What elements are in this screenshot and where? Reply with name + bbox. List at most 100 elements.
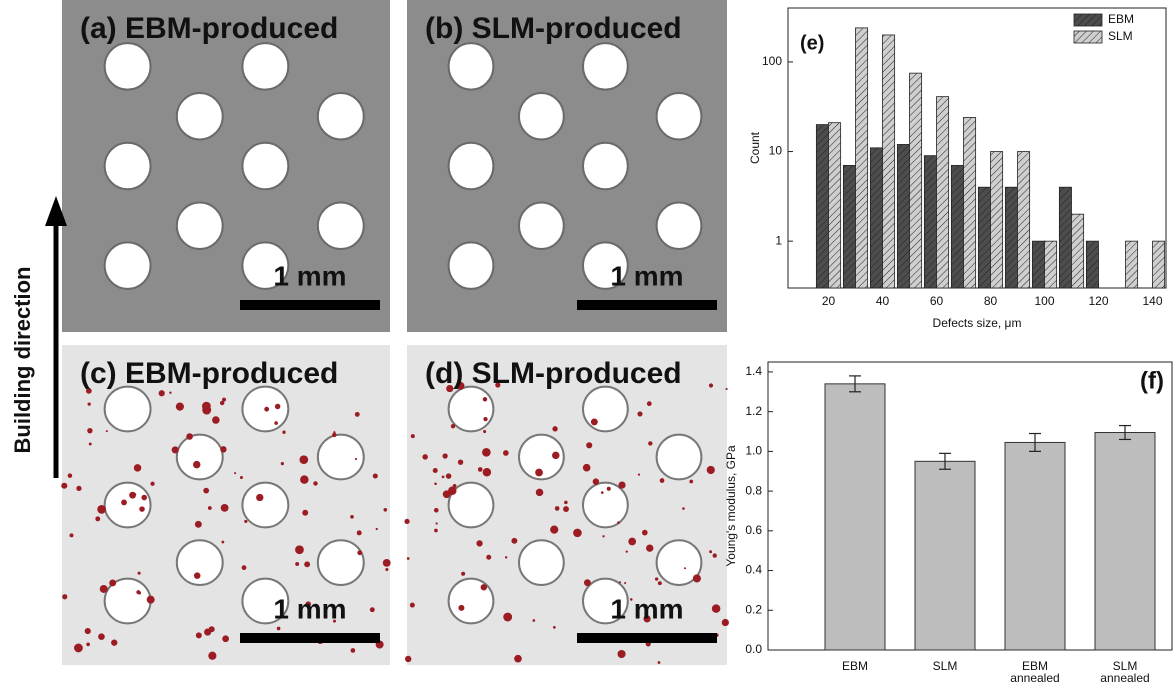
lattice-hole	[105, 43, 151, 89]
bar	[937, 97, 949, 288]
lattice-hole	[105, 242, 151, 288]
pore	[573, 529, 582, 538]
pore	[434, 482, 437, 485]
y-tick-label: 1.0	[745, 444, 762, 458]
pore	[111, 640, 117, 646]
lattice-hole	[583, 143, 628, 189]
pore	[355, 412, 360, 417]
scale-label: 1 mm	[610, 593, 683, 624]
lattice-hole	[449, 387, 494, 432]
figure-svg: (a) EBM-produced1 mm(b) SLM-produced1 mm…	[0, 0, 1176, 694]
pore	[647, 401, 652, 406]
bar	[870, 148, 882, 288]
pore	[300, 475, 309, 484]
bar	[829, 123, 841, 288]
y-tick-label: 0.8	[745, 483, 762, 497]
pore	[434, 529, 438, 533]
pore	[514, 655, 522, 663]
pore	[483, 397, 487, 401]
annotation: (e)	[800, 32, 824, 54]
pore	[503, 613, 512, 622]
y-axis-label: Count	[748, 131, 762, 164]
bar	[1005, 187, 1017, 288]
pore	[684, 567, 686, 569]
pore	[204, 629, 211, 636]
pore	[535, 469, 543, 477]
pore	[186, 433, 193, 440]
pore	[383, 508, 387, 512]
lattice-hole	[449, 242, 494, 288]
pore	[357, 550, 362, 555]
pore	[274, 421, 278, 425]
x-tick-label: EBM annealed	[1000, 660, 1070, 684]
legend-label: SLM	[1108, 29, 1133, 43]
pore	[176, 403, 184, 411]
pore	[405, 656, 411, 662]
pore	[448, 487, 456, 495]
pore	[376, 528, 378, 530]
pore	[550, 526, 558, 534]
pore	[109, 580, 116, 587]
lattice-hole	[583, 43, 628, 89]
pore	[451, 424, 455, 428]
pore	[295, 562, 299, 566]
y-tick-label: 0.6	[745, 523, 762, 537]
pore	[264, 407, 269, 412]
pore	[648, 441, 652, 445]
pore	[203, 488, 209, 494]
pore	[76, 486, 81, 491]
pore	[355, 458, 357, 460]
pore	[88, 402, 91, 405]
pore	[141, 495, 147, 501]
lattice-hole	[583, 387, 628, 432]
pore	[370, 607, 375, 612]
scale-bar	[240, 633, 380, 643]
pore	[100, 585, 108, 593]
pore	[617, 521, 620, 524]
pore	[196, 632, 202, 638]
pore	[658, 661, 661, 664]
pore	[332, 433, 336, 437]
lattice-hole	[449, 43, 494, 89]
pore	[564, 501, 568, 505]
pore	[277, 627, 281, 631]
pore	[555, 506, 560, 511]
pore	[591, 418, 598, 425]
pore	[713, 553, 717, 557]
pore	[169, 391, 171, 393]
pore	[106, 430, 108, 432]
lattice-hole	[177, 203, 223, 249]
pore	[628, 538, 636, 546]
pore	[624, 582, 626, 584]
bar	[1095, 433, 1155, 650]
pore	[212, 416, 220, 424]
annotation: (f)	[1140, 367, 1164, 394]
bar	[915, 461, 975, 650]
pore	[222, 635, 229, 642]
x-tick-label: 140	[1142, 294, 1162, 308]
pore	[357, 530, 362, 535]
pore	[533, 619, 536, 622]
pore	[147, 596, 155, 604]
y-tick-label: 100	[762, 54, 782, 68]
pore	[638, 473, 640, 475]
lattice-hole	[318, 540, 364, 585]
pore	[150, 482, 154, 486]
figure: (a) EBM-produced1 mm(b) SLM-produced1 mm…	[0, 0, 1176, 694]
panel-label: (b) SLM-produced	[425, 12, 682, 45]
lattice-hole	[177, 540, 223, 585]
pore	[619, 581, 621, 583]
pore	[725, 388, 727, 390]
pore	[373, 473, 378, 478]
legend-swatch	[1074, 14, 1102, 26]
pore	[553, 626, 556, 629]
x-tick-label: SLM	[910, 660, 980, 672]
bar	[1072, 214, 1084, 288]
pore	[208, 506, 212, 510]
pore	[281, 462, 284, 465]
pore	[234, 472, 236, 474]
pore	[385, 568, 388, 571]
y-tick-label: 1.4	[745, 364, 762, 378]
bar	[924, 156, 936, 288]
legend-label: EBM	[1108, 12, 1134, 26]
